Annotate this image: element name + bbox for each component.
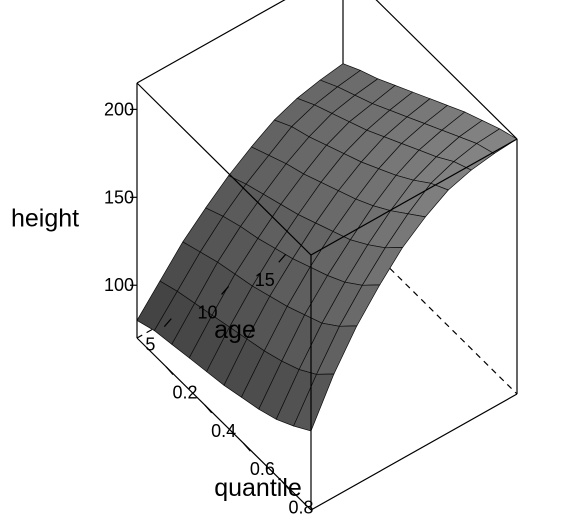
z-axis: 100 150 200 height — [11, 99, 137, 295]
y-tick-mark — [221, 286, 230, 295]
y-tick-label: 15 — [255, 270, 275, 290]
y-tick-label: 10 — [198, 302, 218, 322]
surface-facet — [293, 373, 335, 432]
y-axis: 5 10 15 age — [145, 253, 287, 355]
box-edge — [310, 138, 518, 256]
x-tick-mark — [204, 404, 213, 414]
x-tick-mark — [165, 366, 174, 376]
z-tick-label: 150 — [104, 187, 134, 207]
box-edge — [310, 393, 518, 511]
x-tick-label: 0.4 — [211, 421, 236, 441]
y-tick-mark — [278, 253, 287, 263]
box-edge — [342, 221, 518, 395]
y-tick-mark — [163, 318, 172, 328]
box-edge — [136, 0, 286, 84]
z-tick-label: 200 — [104, 99, 134, 119]
y-tick-label: 5 — [145, 335, 155, 355]
x-tick-label: 0.6 — [250, 459, 275, 479]
x-axis-title: quantile — [214, 474, 302, 502]
x-tick-label: 0.2 — [172, 383, 197, 403]
x-tick-label: 0.8 — [288, 497, 313, 516]
x-tick-mark — [242, 442, 251, 452]
z-tick-label: 100 — [104, 275, 134, 295]
x-axis: 0.2 0.4 0.6 0.8 quantile — [165, 366, 314, 516]
surface-mesh — [136, 63, 518, 432]
box-edge — [375, 0, 518, 140]
box-edge — [136, 82, 312, 256]
x-tick-mark — [281, 480, 290, 490]
z-axis-title: height — [11, 205, 79, 233]
y-axis-title: age — [214, 316, 256, 344]
